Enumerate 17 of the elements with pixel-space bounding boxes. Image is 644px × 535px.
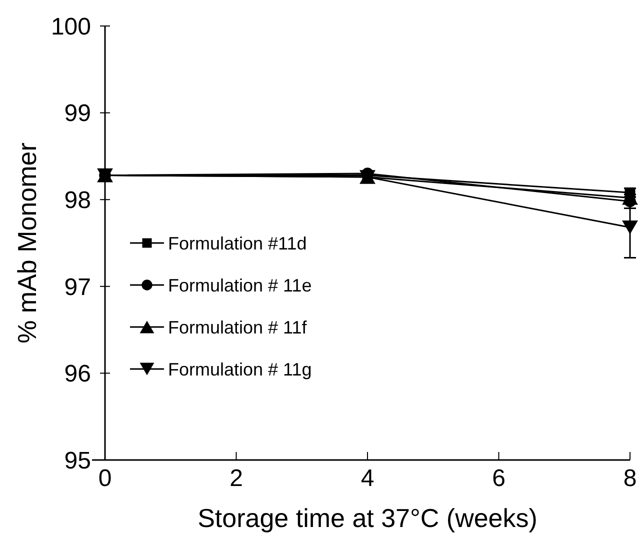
y-tick-label: 97 <box>64 274 91 301</box>
legend-label: Formulation # 11g <box>168 359 312 380</box>
y-tick-label: 100 <box>50 13 91 40</box>
x-axis-title: Storage time at 37°C (weeks) <box>198 503 538 533</box>
legend-label: Formulation # 11f <box>168 317 308 338</box>
x-tick-label: 6 <box>492 465 506 492</box>
y-axis-title: % mAb Monomer <box>12 142 42 344</box>
y-tick-label: 95 <box>64 447 91 474</box>
x-tick-label: 2 <box>230 465 243 492</box>
x-tick-label: 4 <box>360 465 374 492</box>
legend-label: Formulation #11d <box>168 233 307 254</box>
y-tick-label: 99 <box>64 100 91 128</box>
y-tick-label: 98 <box>64 187 91 214</box>
x-tick-label: 8 <box>623 465 637 492</box>
y-tick-label: 96 <box>64 360 91 388</box>
x-tick-label: 0 <box>98 465 112 492</box>
legend-label: Formulation # 11e <box>168 275 312 296</box>
